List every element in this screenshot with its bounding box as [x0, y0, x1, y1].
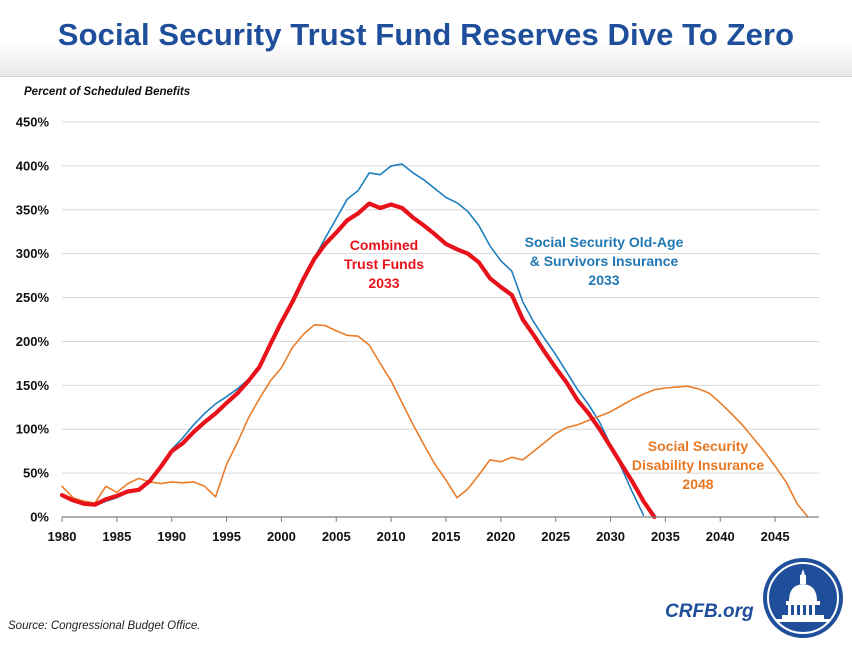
x-tick-label: 2035: [651, 529, 680, 544]
x-tick-label: 1990: [157, 529, 186, 544]
series-lines: [59, 163, 809, 520]
y-tick-label: 150%: [16, 378, 50, 393]
y-tick-label: 400%: [16, 158, 50, 173]
annotation-oasi: 2033: [588, 272, 619, 288]
annotation-di: 2048: [682, 476, 713, 492]
x-tick-label: 1980: [48, 529, 77, 544]
y-tick-label: 350%: [16, 202, 50, 217]
annotation-oasi: Social Security Old-Age: [525, 234, 684, 250]
x-tick-label: 2005: [322, 529, 351, 544]
annotations: Social Security Old-Age & Survivors Insur…: [344, 234, 764, 492]
annotation-di: Disability Insurance: [632, 457, 764, 473]
annotation-combined: 2033: [368, 275, 399, 291]
y-tick-label: 300%: [16, 246, 50, 261]
source-note: Source: Congressional Budget Office.: [8, 620, 201, 632]
x-tick-label: 2010: [377, 529, 406, 544]
y-tick-label: 250%: [16, 290, 50, 305]
annotation-oasi: & Survivors Insurance: [530, 253, 679, 269]
x-tick-label: 2015: [432, 529, 461, 544]
annotation-di: Social Security: [648, 438, 749, 454]
capitol-dome-icon: [763, 558, 843, 638]
y-tick-label: 100%: [16, 422, 50, 437]
page-title: Social Security Trust Fund Reserves Dive…: [57, 17, 795, 52]
y-axis-unit-label: Percent of Scheduled Benefits: [24, 86, 190, 98]
x-tick-label: 2000: [267, 529, 296, 544]
x-tick-label: 2020: [486, 529, 515, 544]
x-tick-label: 2025: [541, 529, 570, 544]
annotation-combined: Trust Funds: [344, 256, 424, 272]
y-tick-label: 450%: [16, 115, 50, 130]
x-tick-label: 2040: [706, 529, 735, 544]
x-tick-labels: 1980 1985 1990 1995 2000 2005 2010 2015 2020 2025…: [48, 529, 790, 544]
x-axis: [61, 516, 819, 522]
series-line-di: [61, 323, 809, 518]
x-tick-label: 1995: [212, 529, 241, 544]
gridlines: [62, 121, 819, 474]
x-tick-label: 1985: [102, 529, 131, 544]
brand-link[interactable]: CRFB.org: [665, 601, 754, 622]
title-bar: Social Security Trust Fund Reserves Dive…: [0, 0, 852, 77]
x-tick-label: 2045: [761, 529, 790, 544]
y-tick-label: 0%: [30, 510, 49, 525]
y-tick-labels: 0% 50% 100% 150% 200% 250% 300% 350% 400% 450%: [16, 115, 50, 525]
x-tick-label: 2030: [596, 529, 625, 544]
annotation-combined: Combined: [350, 237, 418, 253]
y-tick-label: 200%: [16, 334, 50, 349]
y-tick-label: 50%: [23, 466, 49, 481]
series-line-combined: [59, 201, 657, 520]
